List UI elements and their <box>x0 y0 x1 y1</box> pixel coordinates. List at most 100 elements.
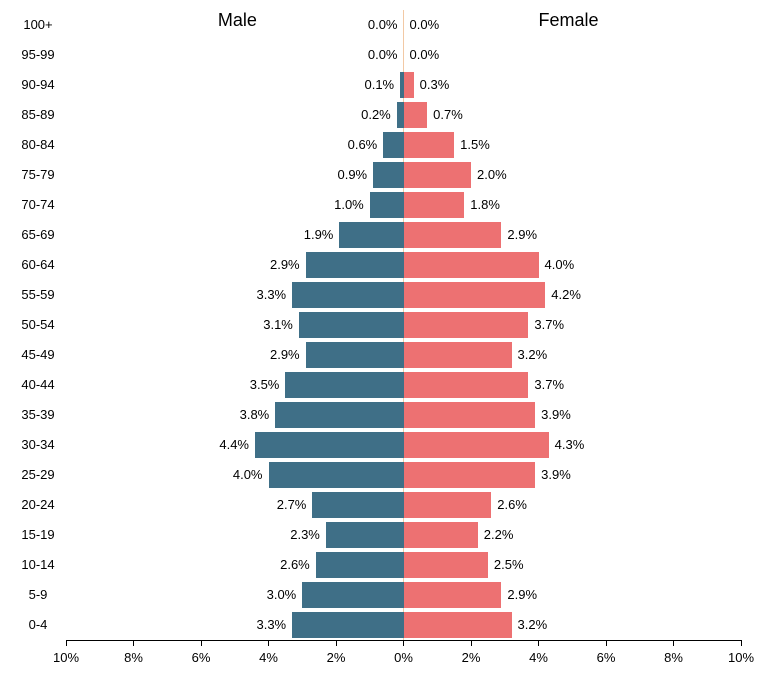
male-value-label: 2.9% <box>270 347 300 362</box>
male-value-label: 1.0% <box>334 197 364 212</box>
age-group-label: 40-44 <box>10 377 66 392</box>
female-value-label: 1.5% <box>460 137 490 152</box>
female-value-label: 2.2% <box>484 527 514 542</box>
female-bar <box>404 72 414 98</box>
male-bar <box>269 462 404 488</box>
age-group-label: 55-59 <box>10 287 66 302</box>
female-bar <box>404 132 455 158</box>
male-bar <box>255 432 404 458</box>
x-tick-label: 2% <box>462 650 481 665</box>
age-group-label: 30-34 <box>10 437 66 452</box>
male-value-label: 0.9% <box>337 167 367 182</box>
male-value-label: 0.1% <box>364 77 394 92</box>
male-value-label: 0.6% <box>348 137 378 152</box>
x-tick-mark <box>741 640 742 646</box>
x-tick-label: 4% <box>259 650 278 665</box>
male-value-label: 0.0% <box>368 47 398 62</box>
age-group-label: 15-19 <box>10 527 66 542</box>
age-group-label: 50-54 <box>10 317 66 332</box>
female-bar <box>404 522 478 548</box>
female-value-label: 3.7% <box>534 317 564 332</box>
female-bar <box>404 342 512 368</box>
age-group-label: 95-99 <box>10 47 66 62</box>
x-tick-mark <box>471 640 472 646</box>
female-bar <box>404 552 488 578</box>
female-value-label: 0.3% <box>420 77 450 92</box>
female-value-label: 2.0% <box>477 167 507 182</box>
age-group-label: 20-24 <box>10 497 66 512</box>
age-group-label: 70-74 <box>10 197 66 212</box>
x-tick-mark <box>673 640 674 646</box>
male-bar <box>312 492 403 518</box>
male-bar <box>292 282 403 308</box>
age-group-label: 100+ <box>10 17 66 32</box>
male-value-label: 2.6% <box>280 557 310 572</box>
male-bar <box>373 162 403 188</box>
x-tick-mark <box>201 640 202 646</box>
female-value-label: 2.9% <box>507 587 537 602</box>
male-value-label: 2.7% <box>277 497 307 512</box>
male-bar <box>306 252 404 278</box>
female-value-label: 3.2% <box>518 347 548 362</box>
age-group-label: 90-94 <box>10 77 66 92</box>
male-header-label: Male <box>218 10 257 31</box>
male-value-label: 3.5% <box>250 377 280 392</box>
male-value-label: 1.9% <box>304 227 334 242</box>
age-group-label: 60-64 <box>10 257 66 272</box>
x-tick-label: 0% <box>394 650 413 665</box>
female-header-label: Female <box>539 10 599 31</box>
female-bar <box>404 192 465 218</box>
x-tick-label: 8% <box>664 650 683 665</box>
x-tick-label: 4% <box>529 650 548 665</box>
male-value-label: 2.9% <box>270 257 300 272</box>
male-value-label: 0.0% <box>368 17 398 32</box>
age-group-label: 5-9 <box>10 587 66 602</box>
x-tick-mark <box>66 640 67 646</box>
male-value-label: 3.1% <box>263 317 293 332</box>
male-value-label: 3.8% <box>240 407 270 422</box>
female-value-label: 2.6% <box>497 497 527 512</box>
female-value-label: 3.9% <box>541 467 571 482</box>
x-tick-label: 6% <box>597 650 616 665</box>
female-bar <box>404 612 512 638</box>
male-value-label: 3.3% <box>256 617 286 632</box>
male-bar <box>397 102 404 128</box>
male-value-label: 4.4% <box>219 437 249 452</box>
female-value-label: 4.0% <box>545 257 575 272</box>
female-bar <box>404 252 539 278</box>
male-bar <box>302 582 403 608</box>
female-bar <box>404 162 472 188</box>
x-tick-mark <box>268 640 269 646</box>
x-tick-mark <box>336 640 337 646</box>
age-group-label: 10-14 <box>10 557 66 572</box>
age-group-label: 85-89 <box>10 107 66 122</box>
male-bar <box>285 372 403 398</box>
male-bar <box>339 222 403 248</box>
female-value-label: 4.3% <box>555 437 585 452</box>
age-group-label: 75-79 <box>10 167 66 182</box>
female-bar <box>404 432 549 458</box>
female-bar <box>404 372 529 398</box>
female-value-label: 3.2% <box>518 617 548 632</box>
male-bar <box>275 402 403 428</box>
male-value-label: 0.2% <box>361 107 391 122</box>
age-group-label: 65-69 <box>10 227 66 242</box>
female-value-label: 0.0% <box>410 47 440 62</box>
female-bar <box>404 402 536 428</box>
age-group-label: 80-84 <box>10 137 66 152</box>
female-bar <box>404 492 492 518</box>
male-value-label: 4.0% <box>233 467 263 482</box>
female-bar <box>404 102 428 128</box>
female-bar <box>404 462 536 488</box>
x-tick-mark <box>133 640 134 646</box>
age-group-label: 35-39 <box>10 407 66 422</box>
x-tick-mark <box>606 640 607 646</box>
female-value-label: 3.7% <box>534 377 564 392</box>
age-group-label: 25-29 <box>10 467 66 482</box>
x-tick-label: 2% <box>327 650 346 665</box>
male-value-label: 2.3% <box>290 527 320 542</box>
male-bar <box>370 192 404 218</box>
male-bar <box>292 612 403 638</box>
x-tick-label: 6% <box>192 650 211 665</box>
x-tick-mark <box>403 640 404 646</box>
